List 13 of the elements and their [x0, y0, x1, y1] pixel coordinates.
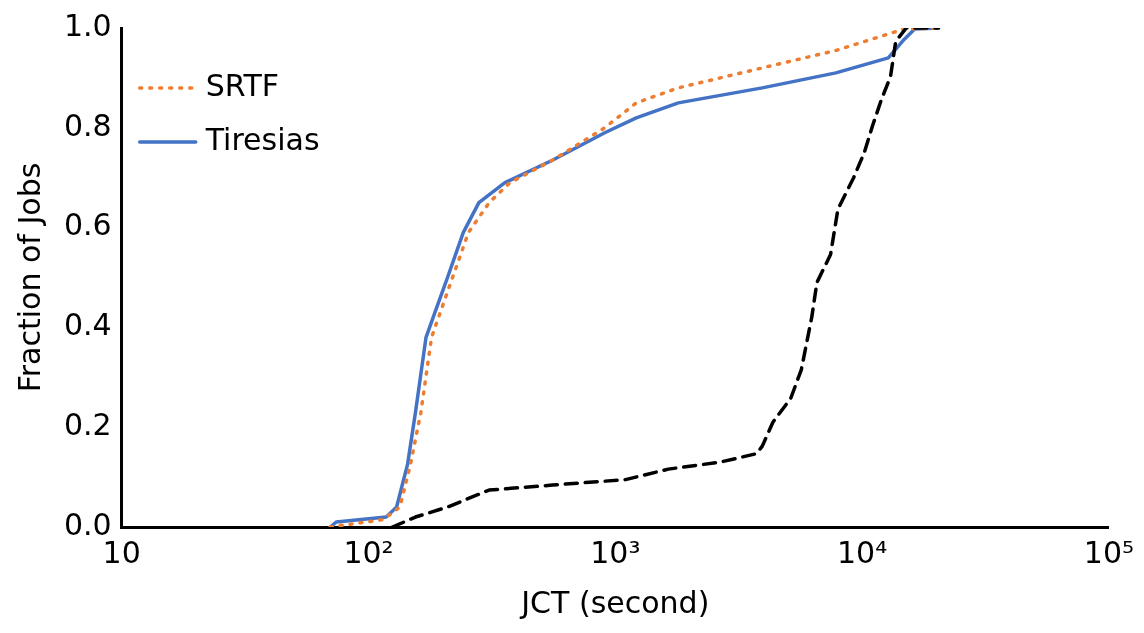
x-tick-label: 10⁴	[837, 534, 888, 570]
y-tick-label: 0.8	[63, 107, 112, 143]
legend-label: SRTF	[205, 67, 280, 103]
y-tick-label: 1.0	[63, 7, 112, 43]
y-tick-label: 0.6	[63, 207, 112, 243]
x-tick-label: 10⁵	[1083, 534, 1134, 570]
x-tick-label: 10³	[590, 534, 641, 570]
legend-label: Tiresias	[204, 121, 320, 157]
y-axis-title: Fraction of Jobs	[11, 162, 47, 393]
x-axis-title: JCT (second)	[519, 584, 710, 620]
y-tick-label: 0.2	[63, 407, 112, 442]
x-tick-label: 10²	[343, 534, 394, 570]
y-tick-label: 0.4	[63, 307, 112, 343]
